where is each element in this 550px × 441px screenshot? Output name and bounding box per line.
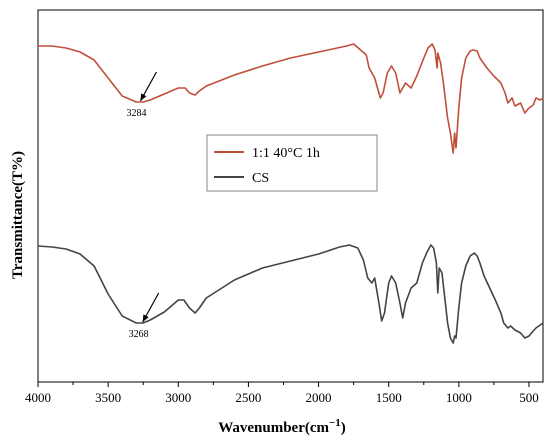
x-axis-ticks: 4000 3500 3000 2500 2000 1500 1000 500	[25, 382, 539, 405]
x-axis-title-main: Wavenumber	[218, 420, 305, 436]
legend: 1:1 40°C 1h CS	[206, 134, 378, 192]
x-axis-title-sup: −1	[329, 417, 341, 429]
x-tick-label: 2500	[235, 390, 261, 405]
annotation-label-0: 3284	[126, 108, 146, 119]
series-line-1	[37, 244, 544, 344]
annotation-arrowhead-0	[140, 93, 147, 101]
x-axis-title-unit: (cm	[305, 420, 330, 436]
x-tick-label: 4000	[25, 390, 51, 405]
annotation-arrowhead-1	[142, 314, 149, 322]
y-axis-title: Transmittance(T%)	[10, 151, 26, 279]
x-axis-title: Wavenumber(cm−1)	[218, 417, 346, 436]
x-tick-label: 1000	[446, 390, 472, 405]
x-axis-title-close: )	[341, 420, 346, 436]
series-lines	[37, 43, 544, 344]
x-tick-label: 2000	[306, 390, 332, 405]
peak-annotations: 3284 3268	[126, 71, 160, 340]
plot-frame	[37, 9, 544, 383]
legend-label-series-0: 1:1 40°C 1h	[252, 146, 320, 161]
x-tick-label: 1500	[376, 390, 402, 405]
annotation-label-1: 3268	[129, 329, 149, 340]
series-line-0	[38, 43, 544, 154]
legend-box	[206, 134, 378, 192]
x-tick-label: 500	[519, 390, 539, 405]
x-tick-label: 3000	[165, 390, 191, 405]
legend-label-series-1: CS	[252, 171, 269, 186]
x-tick-label: 3500	[95, 390, 121, 405]
